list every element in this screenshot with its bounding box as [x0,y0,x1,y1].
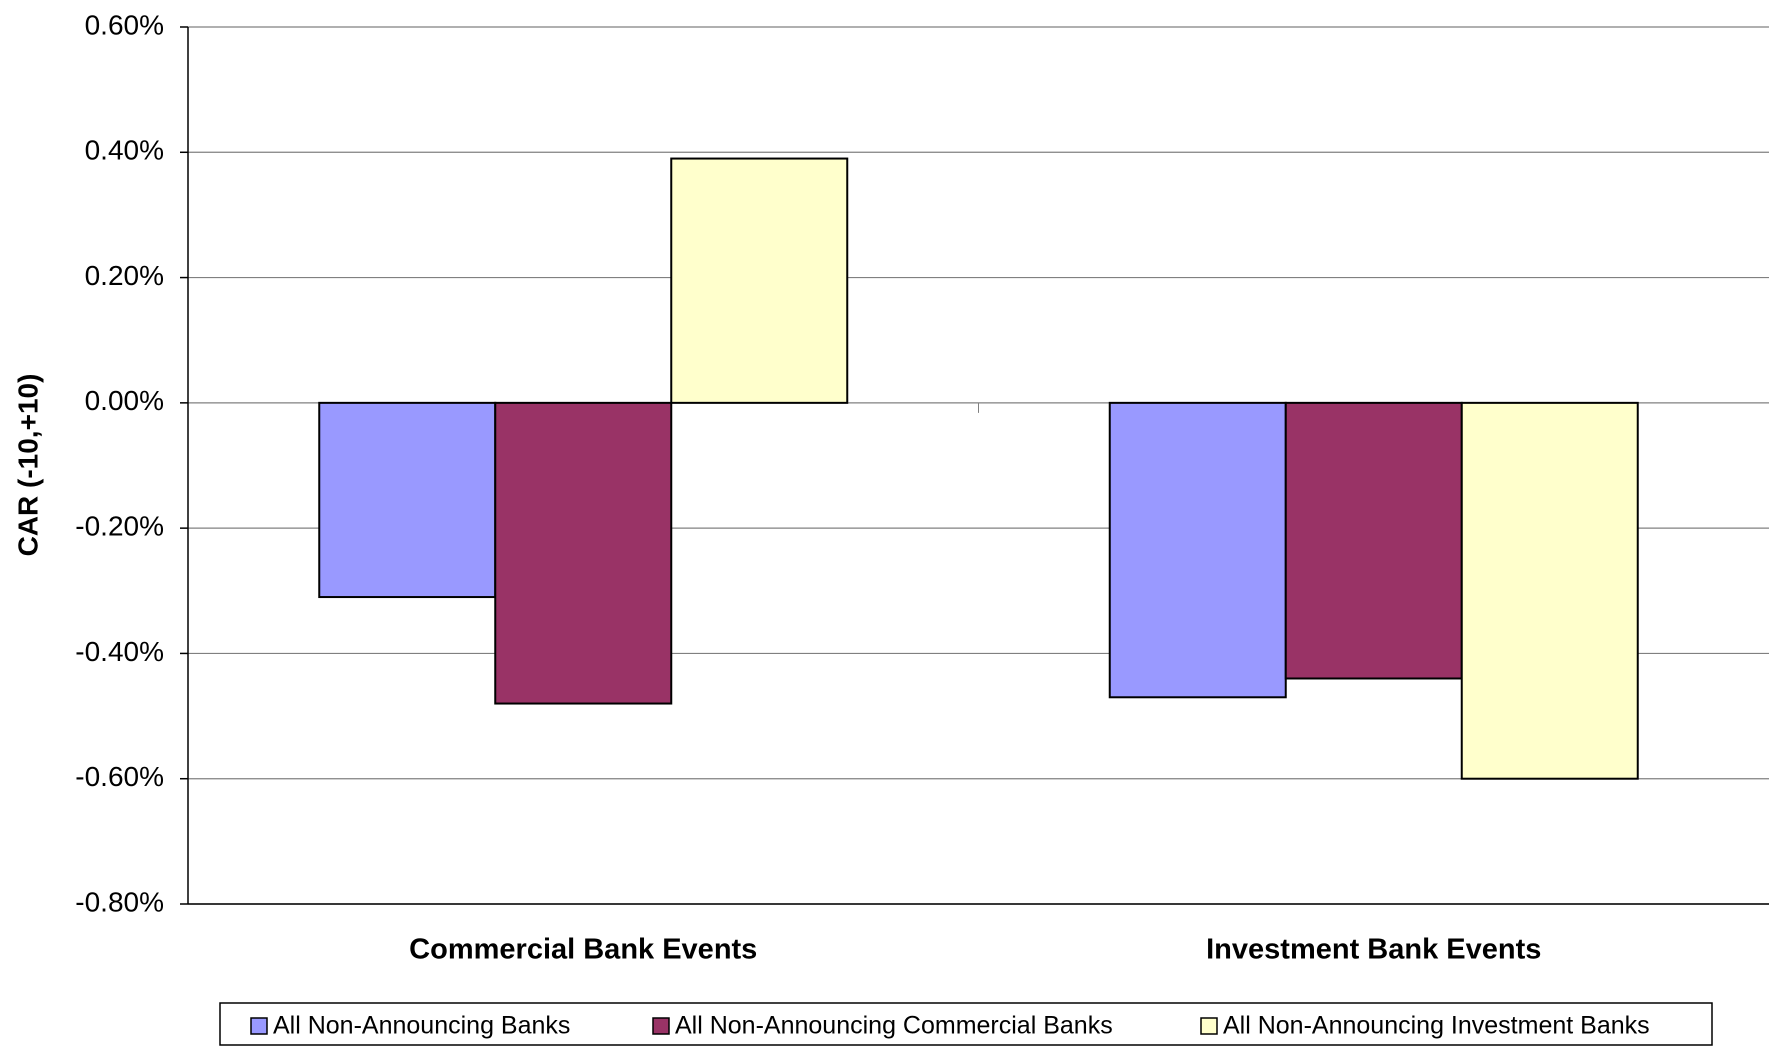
y-tick-label: 0.00% [85,385,164,416]
y-tick-label: -0.80% [75,886,164,917]
legend-marker [250,1017,268,1035]
bar [1108,401,1287,699]
bar [670,157,849,404]
y-tick-label: -0.20% [75,511,164,542]
bar [1460,401,1639,780]
y-axis-label: CAR (-10,+10) [12,374,43,557]
bar [494,401,673,705]
bar [318,401,497,599]
y-tick-label: -0.40% [75,636,164,667]
x-tick-label: Investment Bank Events [1206,934,1541,966]
y-tick-label: -0.60% [75,761,164,792]
legend-box [219,1002,1713,1046]
bar [1284,401,1463,680]
x-tick-label: Commercial Bank Events [409,934,757,966]
y-tick-label: 0.40% [85,135,164,166]
y-tick-label: 0.60% [85,9,164,40]
legend-marker [1200,1017,1218,1035]
legend-label: All Non-Announcing Banks [273,1012,570,1040]
legend-label: All Non-Announcing Commercial Banks [675,1012,1113,1040]
legend-label: All Non-Announcing Investment Banks [1223,1012,1650,1040]
y-tick-label: 0.20% [85,260,164,291]
legend-marker [652,1017,670,1035]
